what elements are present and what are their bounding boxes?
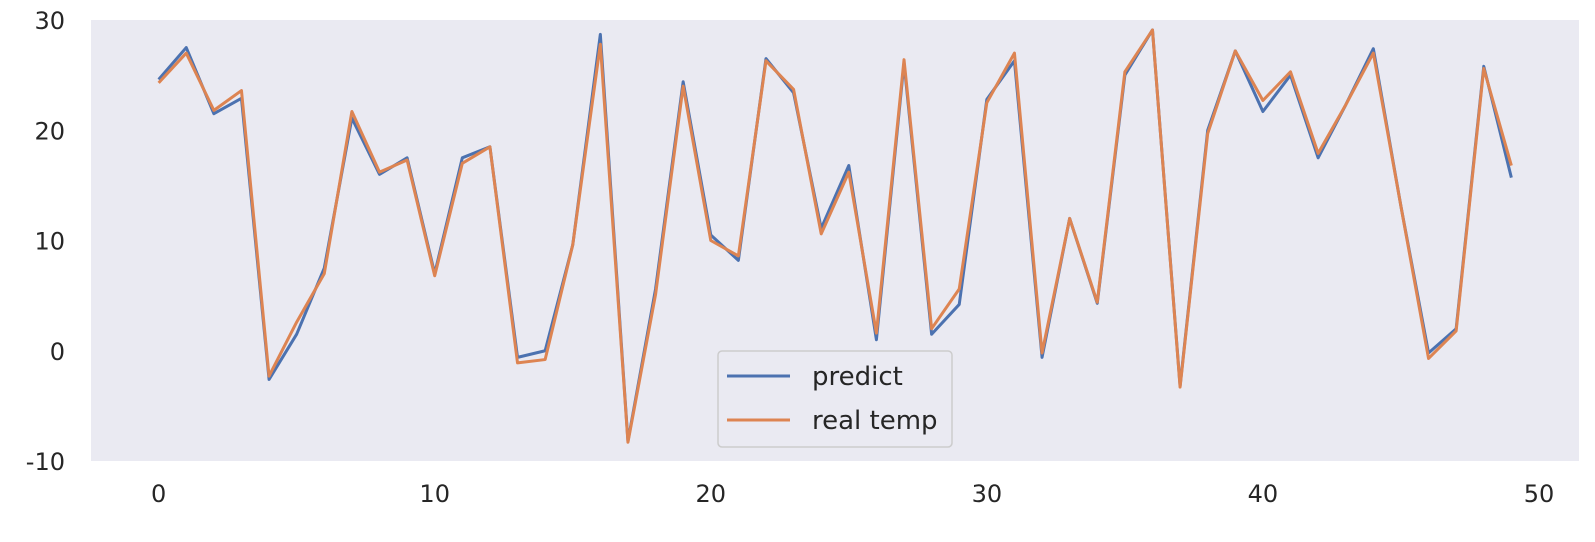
x-tick-label: 0 bbox=[151, 480, 166, 508]
y-tick-label: 30 bbox=[34, 7, 65, 35]
series-line-real-temp bbox=[157, 28, 1513, 444]
y-tick-label: -10 bbox=[26, 448, 65, 476]
x-axis-tick-labels: 0 10 20 30 40 50 bbox=[151, 480, 1554, 508]
legend: predict real temp bbox=[717, 350, 953, 448]
series-lines bbox=[157, 28, 1513, 444]
x-tick-label: 20 bbox=[695, 480, 726, 508]
y-tick-label: 0 bbox=[50, 338, 65, 366]
legend-label-predict: predict bbox=[812, 362, 903, 392]
x-tick-label: 10 bbox=[419, 480, 450, 508]
x-tick-label: 50 bbox=[1524, 480, 1555, 508]
x-tick-label: 40 bbox=[1248, 480, 1279, 508]
y-axis-tick-labels: -10 0 10 20 30 bbox=[26, 7, 65, 476]
y-tick-label: 20 bbox=[34, 117, 65, 145]
y-tick-label: 10 bbox=[34, 228, 65, 256]
legend-label-real-temp: real temp bbox=[812, 406, 938, 436]
x-tick-label: 30 bbox=[972, 480, 1003, 508]
